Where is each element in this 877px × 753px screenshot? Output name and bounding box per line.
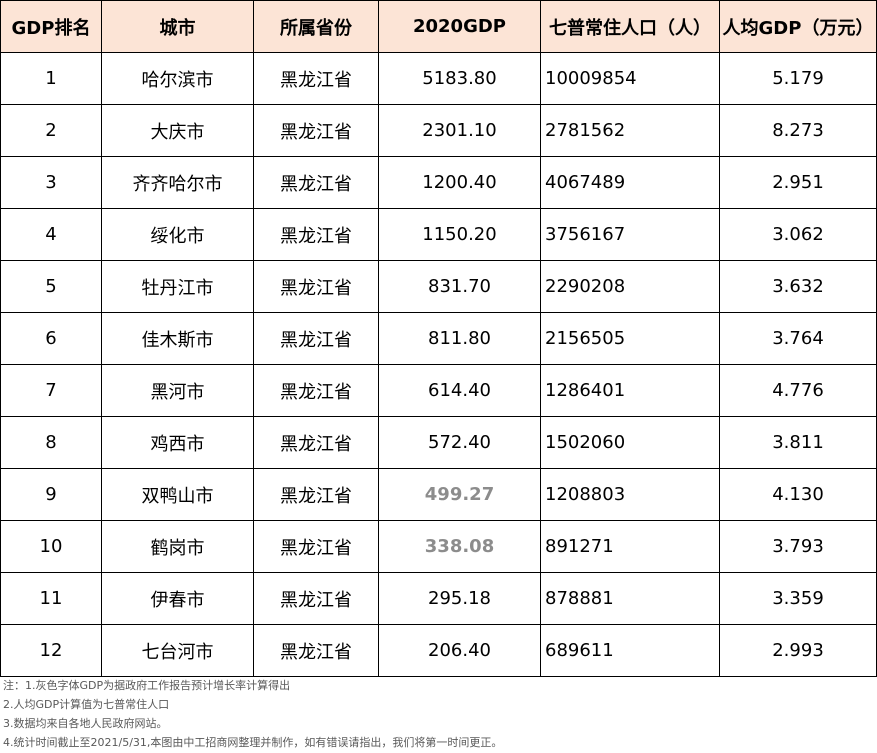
- footnote: 4.统计时间截止至2021/5/31,本图由中工招商网整理并制作，如有错误请指出…: [3, 736, 503, 749]
- population-cell: 689611: [540, 624, 720, 677]
- population-cell: 10009854: [540, 52, 720, 105]
- per-capita-cell: 3.632: [719, 260, 877, 313]
- gdp-cell: 572.40: [378, 416, 541, 469]
- province-cell: 黑龙江省: [253, 156, 379, 209]
- table-row: 9 双鸭山市 黑龙江省 499.27 1208803 4.130: [0, 468, 877, 521]
- gdp-cell: 499.27: [378, 468, 541, 521]
- header-city: 城市: [101, 0, 254, 53]
- province-cell: 黑龙江省: [253, 416, 379, 469]
- gdp-cell: 614.40: [378, 364, 541, 417]
- gdp-cell: 831.70: [378, 260, 541, 313]
- table-row: 1 哈尔滨市 黑龙江省 5183.80 10009854 5.179: [0, 52, 877, 105]
- city-cell: 牡丹江市: [101, 260, 254, 313]
- gdp-cell: 206.40: [378, 624, 541, 677]
- rank-cell: 7: [0, 364, 102, 417]
- header-per-capita: 人均GDP（万元）: [719, 0, 877, 53]
- table-row: 6 佳木斯市 黑龙江省 811.80 2156505 3.764: [0, 312, 877, 365]
- rank-cell: 11: [0, 572, 102, 625]
- province-cell: 黑龙江省: [253, 468, 379, 521]
- rank-cell: 9: [0, 468, 102, 521]
- gdp-cell: 338.08: [378, 520, 541, 573]
- population-cell: 1208803: [540, 468, 720, 521]
- province-cell: 黑龙江省: [253, 364, 379, 417]
- table-row: 12 七台河市 黑龙江省 206.40 689611 2.993: [0, 624, 877, 677]
- province-cell: 黑龙江省: [253, 260, 379, 313]
- table-row: 4 绥化市 黑龙江省 1150.20 3756167 3.062: [0, 208, 877, 261]
- per-capita-cell: 3.811: [719, 416, 877, 469]
- population-cell: 2781562: [540, 104, 720, 157]
- rank-cell: 10: [0, 520, 102, 573]
- population-cell: 891271: [540, 520, 720, 573]
- gdp-cell: 2301.10: [378, 104, 541, 157]
- per-capita-cell: 3.062: [719, 208, 877, 261]
- rank-cell: 3: [0, 156, 102, 209]
- province-cell: 黑龙江省: [253, 208, 379, 261]
- table-body: 1 哈尔滨市 黑龙江省 5183.80 10009854 5.179 2 大庆市 黑龙江省 230…: [0, 52, 877, 677]
- footnote: 3.数据均来自各地人民政府网站。: [3, 717, 168, 730]
- footnotes: 注：1.灰色字体GDP为据政府工作报告预计增长率计算得出 2.人均GDP计算值为…: [3, 676, 502, 752]
- population-cell: 1502060: [540, 416, 720, 469]
- province-cell: 黑龙江省: [253, 572, 379, 625]
- gdp-cell: 1150.20: [378, 208, 541, 261]
- rank-cell: 5: [0, 260, 102, 313]
- city-cell: 齐齐哈尔市: [101, 156, 254, 209]
- province-cell: 黑龙江省: [253, 52, 379, 105]
- gdp-cell: 295.18: [378, 572, 541, 625]
- table-row: 8 鸡西市 黑龙江省 572.40 1502060 3.811: [0, 416, 877, 469]
- city-cell: 伊春市: [101, 572, 254, 625]
- city-cell: 佳木斯市: [101, 312, 254, 365]
- city-cell: 大庆市: [101, 104, 254, 157]
- population-cell: 2290208: [540, 260, 720, 313]
- population-cell: 1286401: [540, 364, 720, 417]
- city-cell: 黑河市: [101, 364, 254, 417]
- city-cell: 双鸭山市: [101, 468, 254, 521]
- footnote: 2.人均GDP计算值为七普常住人口: [3, 698, 170, 711]
- gdp-cell: 1200.40: [378, 156, 541, 209]
- rank-cell: 4: [0, 208, 102, 261]
- table-header: GDP排名 城市 所属省份 2020GDP 七普常住人口（人） 人均GDP（万元…: [0, 0, 877, 53]
- header-province: 所属省份: [253, 0, 379, 53]
- table-row: 7 黑河市 黑龙江省 614.40 1286401 4.776: [0, 364, 877, 417]
- per-capita-cell: 3.764: [719, 312, 877, 365]
- table-row: 5 牡丹江市 黑龙江省 831.70 2290208 3.632: [0, 260, 877, 313]
- per-capita-cell: 4.776: [719, 364, 877, 417]
- rank-cell: 2: [0, 104, 102, 157]
- header-population: 七普常住人口（人）: [540, 0, 720, 53]
- city-cell: 哈尔滨市: [101, 52, 254, 105]
- city-cell: 七台河市: [101, 624, 254, 677]
- city-cell: 鹤岗市: [101, 520, 254, 573]
- per-capita-cell: 8.273: [719, 104, 877, 157]
- table-row: 11 伊春市 黑龙江省 295.18 878881 3.359: [0, 572, 877, 625]
- gdp-cell: 5183.80: [378, 52, 541, 105]
- province-cell: 黑龙江省: [253, 312, 379, 365]
- rank-cell: 6: [0, 312, 102, 365]
- province-cell: 黑龙江省: [253, 520, 379, 573]
- rank-cell: 1: [0, 52, 102, 105]
- city-cell: 绥化市: [101, 208, 254, 261]
- header-gdp: 2020GDP: [378, 0, 541, 53]
- per-capita-cell: 2.951: [719, 156, 877, 209]
- per-capita-cell: 3.359: [719, 572, 877, 625]
- table-row: 10 鹤岗市 黑龙江省 338.08 891271 3.793: [0, 520, 877, 573]
- population-cell: 3756167: [540, 208, 720, 261]
- header-rank: GDP排名: [0, 0, 102, 53]
- rank-cell: 12: [0, 624, 102, 677]
- city-cell: 鸡西市: [101, 416, 254, 469]
- per-capita-cell: 5.179: [719, 52, 877, 105]
- per-capita-cell: 4.130: [719, 468, 877, 521]
- gdp-table: GDP排名 城市 所属省份 2020GDP 七普常住人口（人） 人均GDP（万元…: [0, 0, 877, 677]
- gdp-cell: 811.80: [378, 312, 541, 365]
- province-cell: 黑龙江省: [253, 104, 379, 157]
- per-capita-cell: 3.793: [719, 520, 877, 573]
- population-cell: 878881: [540, 572, 720, 625]
- table-row: 3 齐齐哈尔市 黑龙江省 1200.40 4067489 2.951: [0, 156, 877, 209]
- population-cell: 2156505: [540, 312, 720, 365]
- population-cell: 4067489: [540, 156, 720, 209]
- province-cell: 黑龙江省: [253, 624, 379, 677]
- per-capita-cell: 2.993: [719, 624, 877, 677]
- rank-cell: 8: [0, 416, 102, 469]
- table-row: 2 大庆市 黑龙江省 2301.10 2781562 8.273: [0, 104, 877, 157]
- footnote: 注：1.灰色字体GDP为据政府工作报告预计增长率计算得出: [3, 679, 291, 692]
